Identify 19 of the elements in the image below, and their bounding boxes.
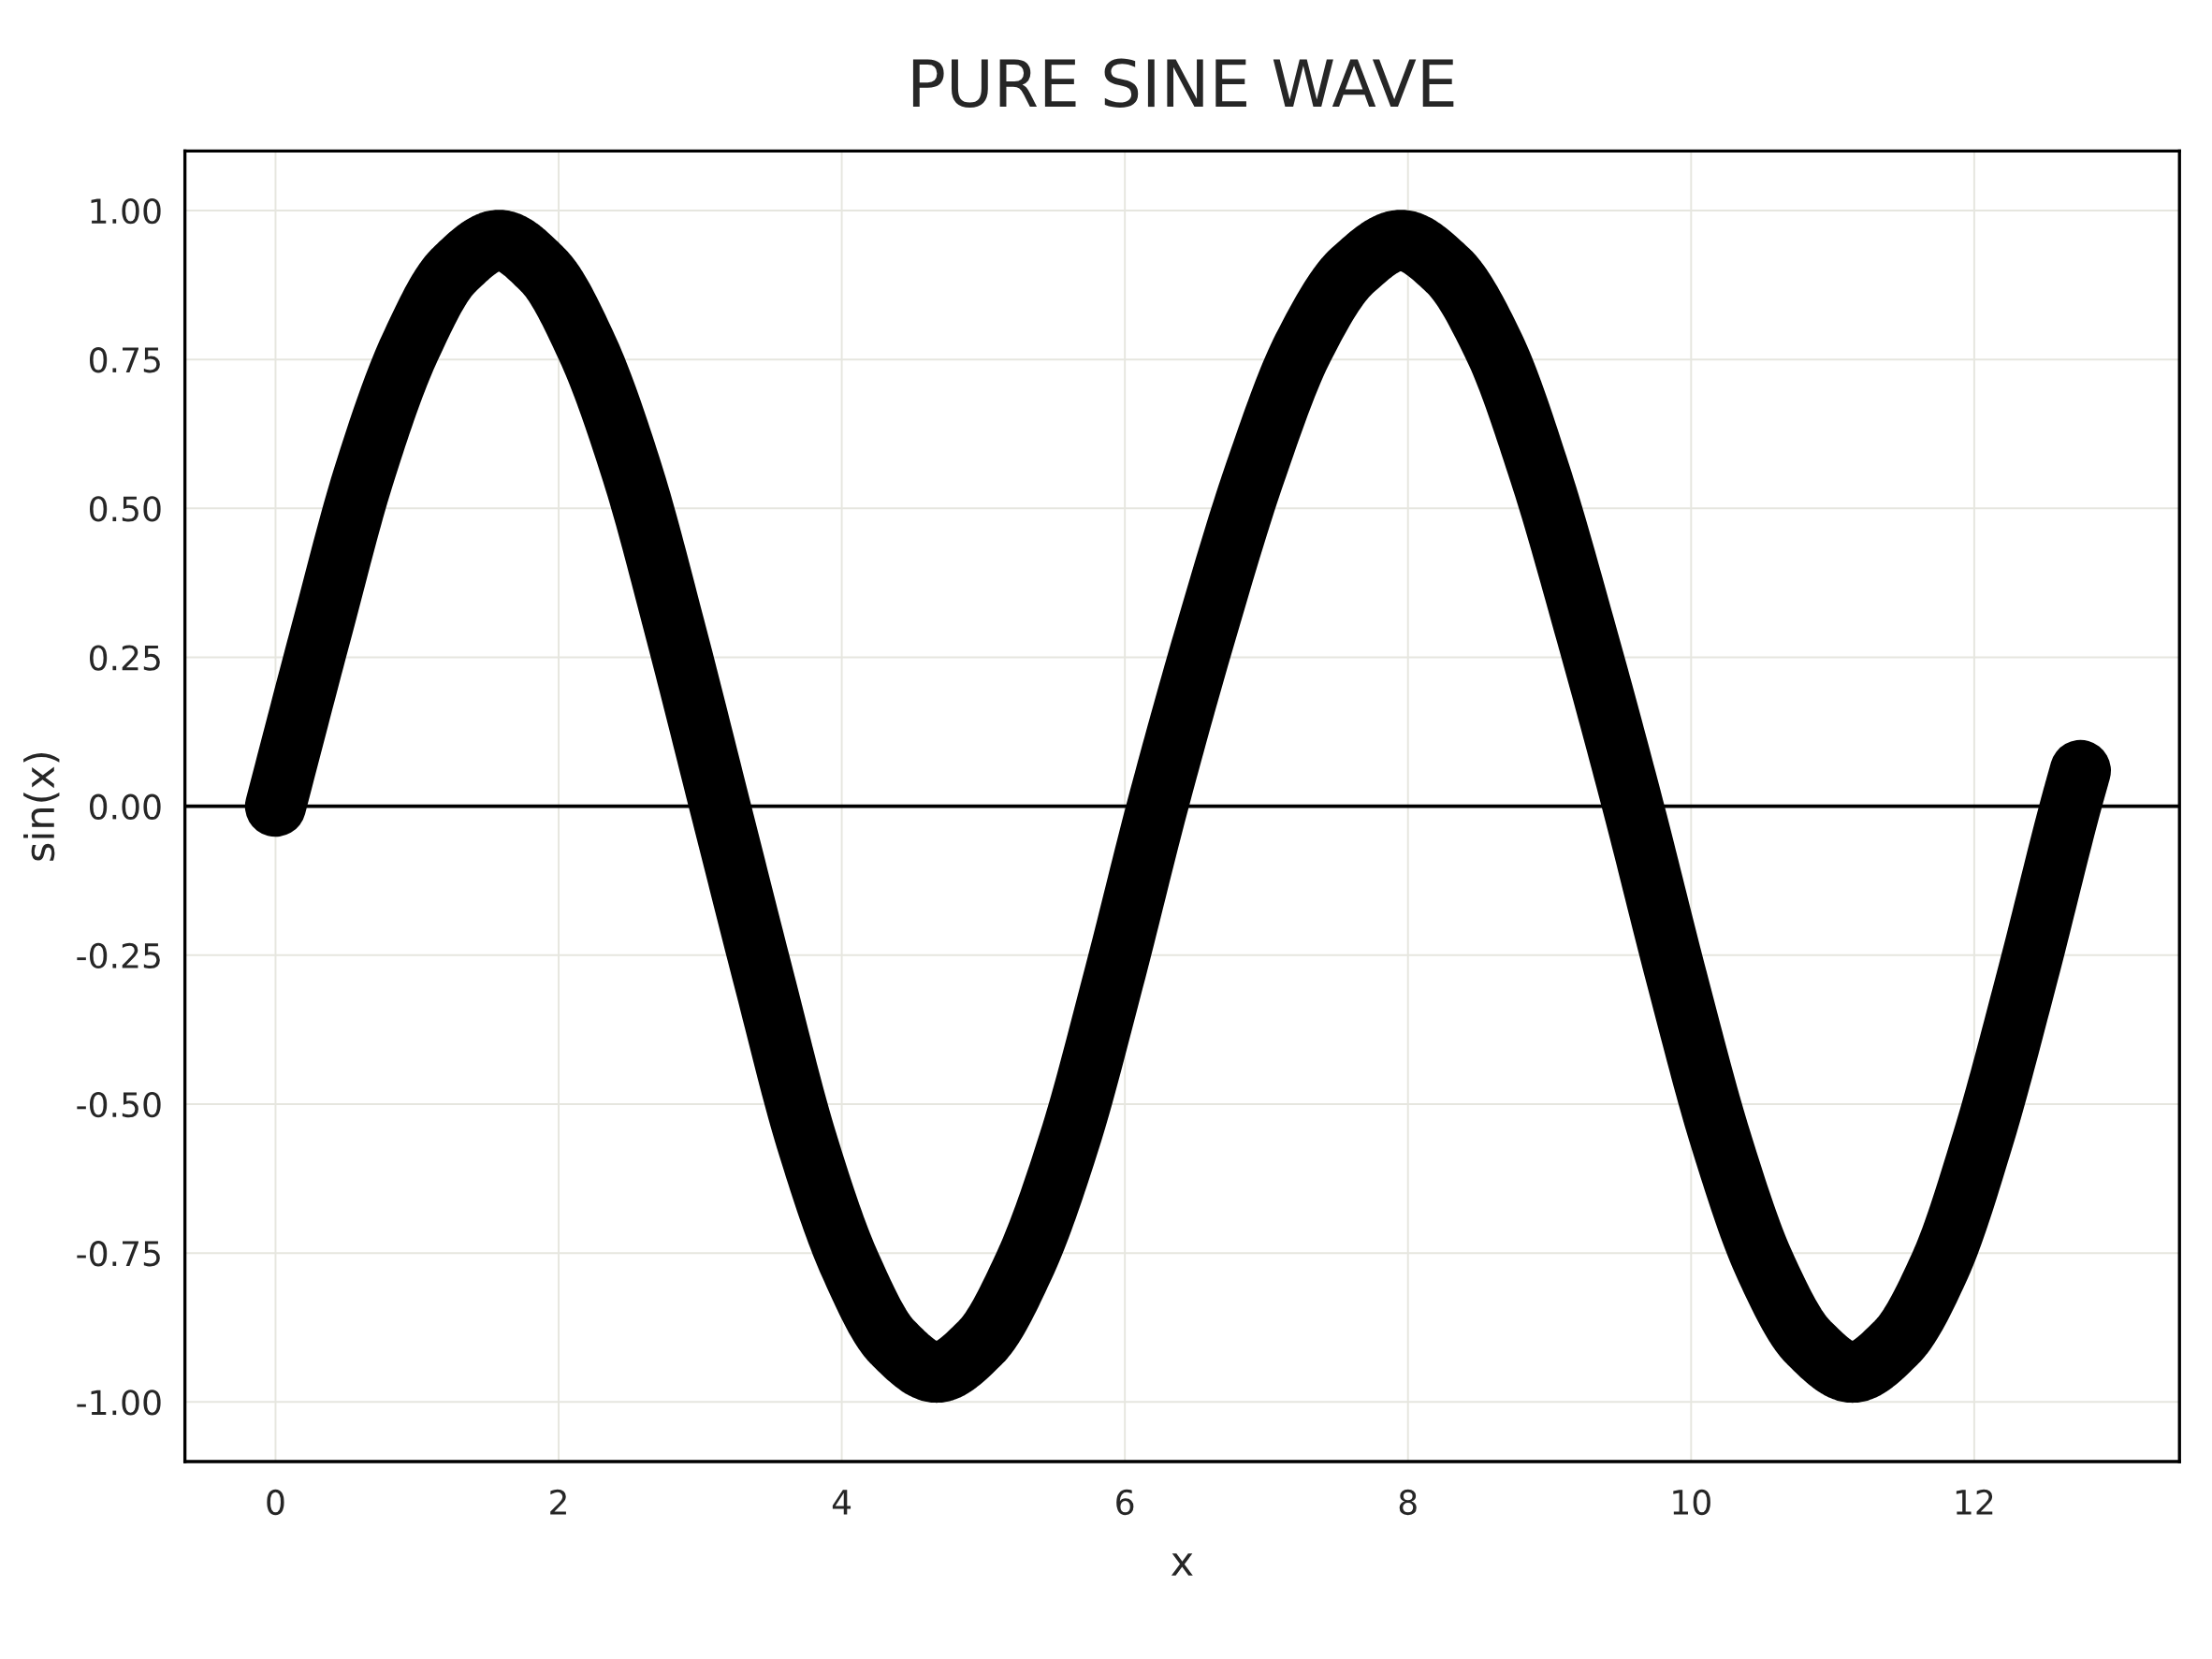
y-tick-label: 1.00 [91, 197, 161, 225]
x-tick-label: 0 [267, 1489, 284, 1516]
y-tick-label: 0.50 [90, 496, 161, 522]
x-tick-label: 4 [832, 1490, 851, 1515]
y-tick-label: -0.25 [77, 942, 160, 969]
y-tick-label: -0.75 [77, 1241, 160, 1267]
y-tick-label: -1.00 [77, 1390, 161, 1416]
y-axis-title: sin(x) [23, 753, 60, 861]
y-tick-label: 0.75 [90, 347, 160, 373]
x-tick-label: 6 [1116, 1489, 1134, 1516]
y-tick-label: 0.25 [90, 645, 160, 671]
y-tick-label: -0.50 [77, 1091, 161, 1118]
y-tick-label: 0.00 [90, 793, 161, 820]
chart-title: PURE SINE WAVE [912, 58, 1454, 109]
x-tick-label: 12 [1956, 1489, 1993, 1515]
x-tick-label: 2 [550, 1489, 566, 1515]
x-axis-title: x [1171, 1553, 1193, 1576]
x-tick-label: 8 [1399, 1489, 1417, 1516]
x-tick-label: 10 [1673, 1489, 1710, 1516]
